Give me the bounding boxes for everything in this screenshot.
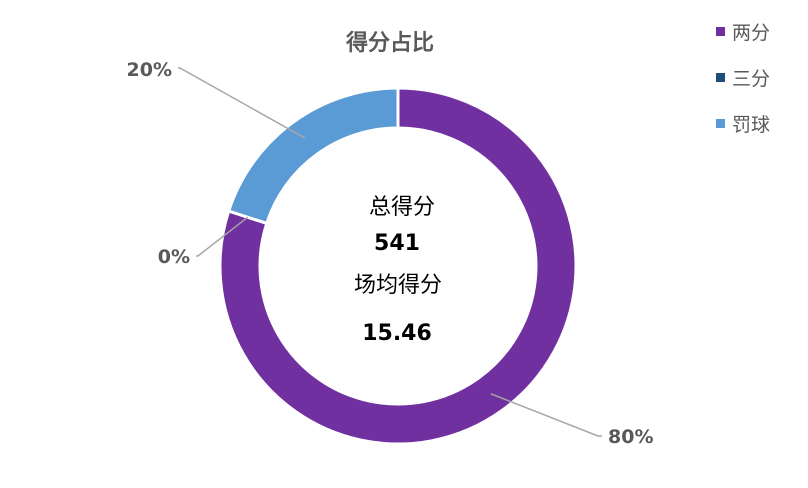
data-label-2: 0% [158, 246, 190, 268]
data-labels: 80% 0% 20% [127, 59, 654, 448]
donut-slices [218, 86, 578, 446]
center-total-value: 541 [374, 231, 420, 256]
leader-line-2 [196, 216, 249, 257]
chart-title: 得分占比 [345, 30, 434, 56]
donut-slice-1 [218, 86, 578, 446]
legend-swatch-3 [716, 119, 725, 128]
legend-label-1: 两分 [732, 22, 770, 44]
legend-swatch-1 [716, 27, 725, 36]
center-avg-label: 场均得分 [354, 273, 442, 298]
data-label-1: 80% [608, 426, 653, 448]
data-label-3: 20% [127, 59, 172, 81]
leader-lines [178, 67, 602, 437]
legend-label-2: 三分 [732, 68, 770, 90]
center-avg-value: 15.46 [362, 321, 432, 346]
leader-line-1 [490, 393, 602, 437]
donut-slice-3 [226, 86, 400, 226]
leader-line-3 [178, 67, 306, 139]
legend-swatch-2 [716, 73, 725, 82]
legend-label-3: 罚球 [732, 114, 770, 136]
center-total-label: 总得分 [369, 195, 435, 220]
